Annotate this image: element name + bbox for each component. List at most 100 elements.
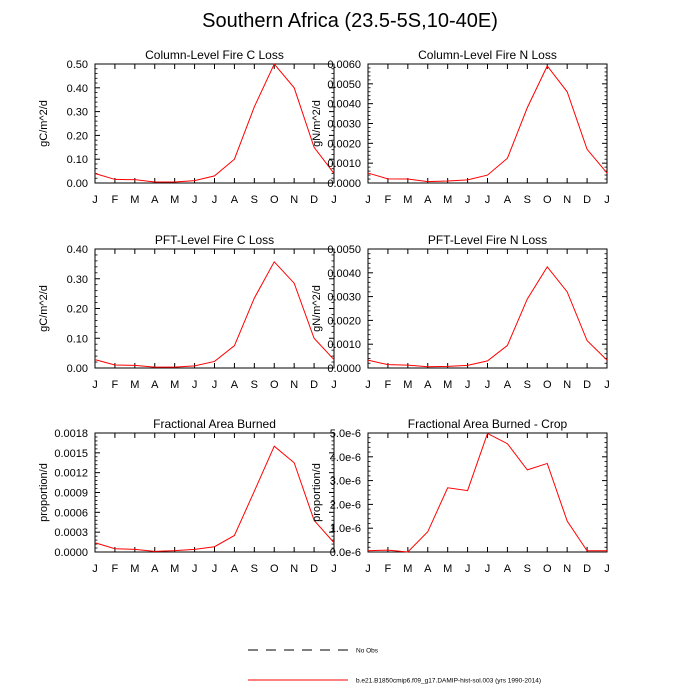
panel-title: Column-Level Fire N Loss bbox=[418, 48, 557, 62]
x-tick-label: A bbox=[151, 563, 159, 575]
y-tick-label: 0.0060 bbox=[327, 59, 361, 71]
y-tick-label: 0.10 bbox=[67, 154, 88, 166]
panel-title: PFT-Level Fire N Loss bbox=[428, 233, 547, 247]
x-tick-label: M bbox=[403, 379, 412, 391]
x-tick-label: J bbox=[192, 563, 198, 575]
x-tick-label: S bbox=[524, 194, 531, 206]
x-tick-label: N bbox=[563, 194, 571, 206]
x-tick-label: J bbox=[212, 194, 218, 206]
x-tick-label: A bbox=[231, 379, 239, 391]
series-line-1 bbox=[367, 265, 608, 368]
x-tick-label: A bbox=[231, 563, 239, 575]
y-tick-label: 1.0e-6 bbox=[330, 523, 361, 535]
y-tick-label: 0.30 bbox=[67, 274, 88, 286]
y-tick-label: 0.40 bbox=[67, 244, 88, 256]
y-tick-label: 0.0050 bbox=[327, 244, 361, 256]
plot-frame bbox=[367, 432, 608, 553]
x-tick-label: M bbox=[443, 194, 452, 206]
x-tick-label: S bbox=[251, 563, 258, 575]
x-tick-label: F bbox=[385, 379, 392, 391]
x-tick-label: J bbox=[92, 379, 98, 391]
y-tick-label: 0.0e-6 bbox=[330, 547, 361, 559]
x-tick-label: S bbox=[524, 379, 531, 391]
x-tick-label: J bbox=[604, 379, 610, 391]
x-tick-label: J bbox=[465, 563, 471, 575]
x-tick-label: J bbox=[331, 563, 337, 575]
x-tick-label: J bbox=[212, 563, 218, 575]
y-axis-label: gN/m^2/d bbox=[311, 285, 323, 332]
x-tick-label: A bbox=[151, 379, 159, 391]
x-tick-label: D bbox=[583, 563, 591, 575]
series-line-1 bbox=[94, 63, 335, 183]
x-tick-label: M bbox=[130, 563, 139, 575]
plot-frame bbox=[94, 432, 335, 553]
x-tick-label: N bbox=[290, 379, 298, 391]
y-tick-label: 0.10 bbox=[67, 333, 88, 345]
x-tick-label: M bbox=[130, 379, 139, 391]
x-tick-label: F bbox=[112, 194, 119, 206]
y-tick-label: 0.0030 bbox=[327, 292, 361, 304]
series-line-1 bbox=[94, 260, 335, 368]
x-tick-label: J bbox=[331, 194, 337, 206]
y-tick-label: 0.0000 bbox=[327, 178, 361, 190]
x-tick-label: M bbox=[130, 194, 139, 206]
x-tick-label: N bbox=[563, 563, 571, 575]
x-tick-label: M bbox=[170, 563, 179, 575]
x-tick-label: J bbox=[485, 194, 491, 206]
x-tick-label: F bbox=[385, 194, 392, 206]
y-axis-label: gC/m^2/d bbox=[38, 100, 50, 147]
y-tick-label: 0.20 bbox=[67, 304, 88, 316]
x-tick-label: D bbox=[310, 379, 318, 391]
x-tick-label: F bbox=[112, 379, 119, 391]
x-tick-label: A bbox=[424, 194, 432, 206]
figure-title: Southern Africa (23.5-5S,10-40E) bbox=[202, 10, 498, 32]
y-tick-label: 0.0020 bbox=[327, 138, 361, 150]
panel-title: Column-Level Fire C Loss bbox=[145, 48, 284, 62]
x-tick-label: F bbox=[112, 563, 119, 575]
x-tick-label: O bbox=[270, 379, 279, 391]
y-tick-label: 0.0018 bbox=[54, 428, 88, 440]
x-tick-label: D bbox=[583, 194, 591, 206]
x-tick-label: O bbox=[543, 194, 552, 206]
panel-title: PFT-Level Fire C Loss bbox=[155, 233, 274, 247]
x-tick-label: M bbox=[443, 563, 452, 575]
x-tick-label: J bbox=[212, 379, 218, 391]
y-tick-label: 4.0e-6 bbox=[330, 452, 361, 464]
x-tick-label: A bbox=[504, 379, 512, 391]
y-tick-label: 0.0000 bbox=[54, 547, 88, 559]
legend-label-1: No Obs bbox=[356, 648, 379, 655]
y-tick-label: 0.0050 bbox=[327, 79, 361, 91]
x-tick-label: D bbox=[583, 379, 591, 391]
x-tick-label: J bbox=[92, 563, 98, 575]
x-tick-label: J bbox=[92, 194, 98, 206]
series-line-1 bbox=[367, 432, 607, 553]
x-tick-label: J bbox=[604, 563, 610, 575]
x-tick-label: O bbox=[543, 379, 552, 391]
x-tick-label: J bbox=[365, 194, 371, 206]
y-tick-label: 0.30 bbox=[67, 107, 88, 119]
y-axis-label: proportion/d bbox=[311, 463, 323, 522]
x-tick-label: A bbox=[424, 563, 432, 575]
y-tick-label: 0.20 bbox=[67, 130, 88, 142]
y-tick-label: 0.0040 bbox=[327, 99, 361, 111]
series-line-1 bbox=[94, 445, 335, 552]
plot-frame bbox=[94, 248, 335, 369]
x-tick-label: A bbox=[504, 563, 512, 575]
y-tick-label: 0.50 bbox=[67, 59, 88, 71]
plot-frame bbox=[367, 63, 608, 184]
y-tick-label: 0.0020 bbox=[327, 315, 361, 327]
x-tick-label: O bbox=[270, 194, 279, 206]
x-tick-label: J bbox=[365, 379, 371, 391]
x-tick-label: N bbox=[563, 379, 571, 391]
x-tick-label: D bbox=[310, 194, 318, 206]
y-axis-label: proportion/d bbox=[38, 463, 50, 522]
y-tick-label: 0.00 bbox=[67, 363, 88, 375]
x-tick-label: J bbox=[365, 563, 371, 575]
x-tick-label: J bbox=[604, 194, 610, 206]
